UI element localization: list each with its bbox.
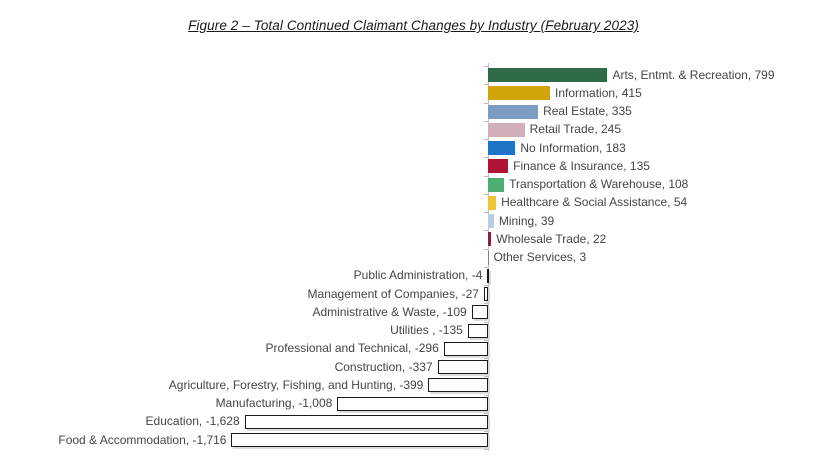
axis-tick: [484, 449, 488, 451]
axis-tick: [484, 248, 488, 250]
bar-label: Information, 415: [555, 85, 642, 100]
bar-label: Retail Trade, 245: [529, 122, 622, 137]
bar-utilities: [467, 323, 488, 338]
bar-transportation-warehouse: [488, 177, 505, 192]
bar-label: Food & Accommodation, -1,716: [58, 432, 227, 447]
bar-education: [244, 414, 488, 429]
axis-tick: [484, 102, 488, 104]
axis-tick: [484, 212, 488, 213]
bar-no-information: [488, 141, 516, 155]
axis-tick: [484, 120, 488, 122]
bar-label: Transportation & Warehouse, 108: [509, 177, 689, 191]
bar-manufacturing: [337, 396, 488, 411]
bar-label: Administrative & Waste, -109: [312, 304, 467, 319]
bar-professional-and-technical: [443, 341, 488, 356]
axis-tick: [484, 175, 488, 177]
bar-label: Construction, -337: [334, 359, 433, 374]
bar-construction: [437, 360, 488, 374]
bar-food-accommodation: [231, 433, 488, 447]
vertical-axis-line: [488, 63, 489, 452]
axis-tick: [484, 230, 488, 232]
axis-tick: [484, 84, 488, 86]
bar-finance-insurance: [488, 159, 509, 174]
bar-administrative-waste: [471, 305, 488, 320]
bar-retail-trade: [488, 122, 525, 137]
bar-label: Management of Companies, -27: [307, 286, 479, 301]
axis-tick: [484, 412, 488, 414]
bar-mining: [488, 214, 494, 228]
bar-label: Professional and Technical, -296: [265, 341, 439, 356]
axis-tick: [484, 157, 488, 159]
bar-label: Wholesale Trade, 22: [496, 231, 607, 246]
axis-tick: [484, 303, 488, 305]
axis-tick: [484, 339, 488, 341]
bar-label: Mining, 39: [498, 213, 555, 228]
bar-label: No Information, 183: [520, 140, 626, 155]
bar-real-estate: [488, 104, 539, 119]
bar-information: [488, 86, 551, 101]
axis-tick: [484, 285, 488, 286]
chart-title: Figure 2 – Total Continued Claimant Chan…: [188, 18, 639, 33]
axis-tick: [484, 66, 488, 67]
bar-label: Real Estate, 335: [543, 104, 632, 118]
bar-arts-entmt-recreation: [488, 68, 608, 82]
axis-tick: [484, 394, 488, 396]
bar-label: Other Services, 3: [493, 250, 587, 264]
axis-tick: [484, 193, 488, 195]
bar-healthcare-social-assistance: [488, 195, 497, 210]
bar-label: Healthcare & Social Assistance, 54: [501, 195, 688, 210]
axis-tick: [484, 139, 488, 140]
axis-tick: [484, 376, 488, 378]
axis-tick: [484, 358, 488, 359]
bar-agriculture-forestry-fishing-and-hunting: [428, 378, 488, 393]
bar-wholesale-trade: [488, 232, 492, 247]
bar-public-administration: [487, 268, 490, 283]
bar-management-of-companies: [483, 287, 488, 301]
bar-label: Manufacturing, -1,008: [215, 396, 333, 410]
axis-tick: [484, 321, 488, 323]
bar-label: Arts, Entmt. & Recreation, 799: [612, 67, 775, 82]
bar-label: Public Administration, -4: [353, 268, 483, 283]
bar-label: Education, -1,628: [145, 414, 240, 429]
bar-label: Utilities , -135: [390, 323, 463, 337]
bar-label: Finance & Insurance, 135: [513, 158, 650, 173]
axis-tick: [484, 431, 488, 432]
bar-label: Agriculture, Forestry, Fishing, and Hunt…: [168, 377, 424, 392]
axis-tick: [484, 266, 488, 268]
